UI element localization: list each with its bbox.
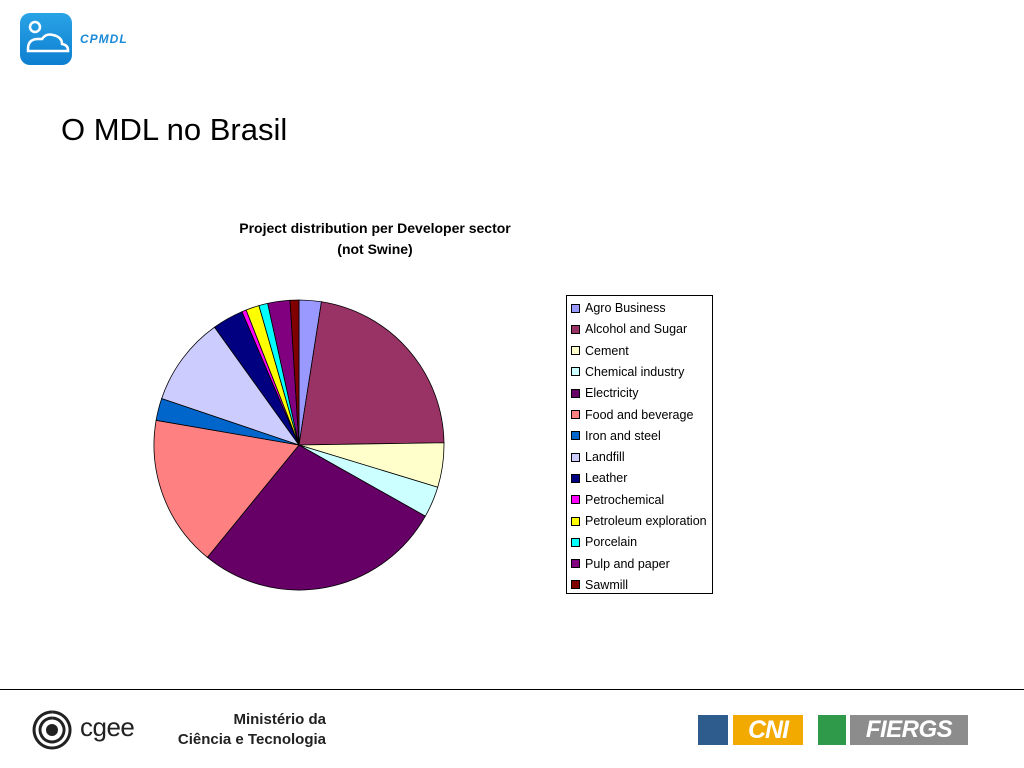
legend-label: Electricity <box>585 386 639 401</box>
legend-label: Pulp and paper <box>585 556 670 571</box>
legend-label: Cement <box>585 343 629 358</box>
legend-item: Food and beverage <box>571 407 693 423</box>
legend-swatch <box>571 303 580 313</box>
legend-item: Iron and steel <box>571 428 661 444</box>
legend-swatch <box>571 473 580 483</box>
legend-item: Pulp and paper <box>571 556 670 572</box>
legend-item: Agro Business <box>571 300 666 316</box>
legend-item: Leather <box>571 470 627 486</box>
fiergs-logo-text: FIERGS <box>850 715 968 745</box>
legend-item: Electricity <box>571 385 638 401</box>
ministry-logo-text: Ministério da Ciência e Tecnologia <box>170 710 326 750</box>
legend-swatch <box>571 367 580 377</box>
legend-label: Iron and steel <box>585 428 661 443</box>
legend-label: Porcelain <box>585 535 638 550</box>
chart-title-line: Project distribution per Developer secto… <box>239 220 511 236</box>
legend-item: Petroleum exploration <box>571 513 707 529</box>
logo-text: CPMDL <box>80 32 128 46</box>
ministry-line-2: Ciência e Tecnologia <box>177 731 326 748</box>
legend-swatch <box>571 537 580 547</box>
legend-item: Porcelain <box>571 534 637 550</box>
ministry-line-1: Ministério da <box>233 711 326 728</box>
legend-label: Petrochemical <box>585 492 665 507</box>
legend-swatch <box>571 580 580 590</box>
legend-swatch <box>571 452 580 462</box>
page-title: O MDL no Brasil <box>61 112 288 147</box>
legend-item: Petrochemical <box>571 492 664 508</box>
pie-slice-electricity <box>206 444 426 591</box>
legend-item: Alcohol and Sugar <box>571 321 687 337</box>
cgee-logo-text: cgee <box>80 712 135 742</box>
cni-logo-text: CNI <box>733 715 803 745</box>
pie-slice-alcohol-and-sugar <box>298 301 445 446</box>
legend-label: Chemical industry <box>585 364 685 379</box>
cgee-logo-icon <box>30 708 74 757</box>
legend-swatch <box>571 346 580 356</box>
cni-badge-icon <box>698 715 728 745</box>
pie-slice-sawmill <box>289 299 300 446</box>
legend-label: Landfill <box>585 450 625 465</box>
legend-swatch <box>571 324 580 334</box>
legend-label: Food and beverage <box>585 407 694 422</box>
legend-item: Cement <box>571 343 629 359</box>
chart-subtitle: (not Swine) <box>337 241 413 257</box>
fiergs-badge-icon <box>818 715 846 745</box>
legend-item: Chemical industry <box>571 364 684 380</box>
legend-item: Landfill <box>571 449 625 465</box>
footer-divider <box>0 689 1024 690</box>
legend-swatch <box>571 495 580 505</box>
chart-legend: Agro Business Alcohol and Sugar Cement Chem… <box>566 295 713 594</box>
legend-label: Agro Business <box>585 301 666 315</box>
chart-title: Project distribution per Developer secto… <box>215 218 535 260</box>
legend-item: Sawmill <box>571 577 628 593</box>
cpmdl-logo-icon <box>20 13 72 65</box>
legend-swatch <box>571 559 580 569</box>
pie-slice-food-and-beverage <box>153 419 300 558</box>
legend-swatch <box>571 388 580 398</box>
legend-swatch <box>571 410 580 419</box>
legend-label: Petroleum exploration <box>585 514 707 528</box>
legend-label: Sawmill <box>585 577 629 592</box>
legend-label: Leather <box>585 471 628 486</box>
legend-swatch <box>571 516 580 526</box>
legend-label: Alcohol and Sugar <box>585 322 688 337</box>
pie-slice-landfill <box>161 326 301 446</box>
legend-swatch <box>571 431 580 441</box>
